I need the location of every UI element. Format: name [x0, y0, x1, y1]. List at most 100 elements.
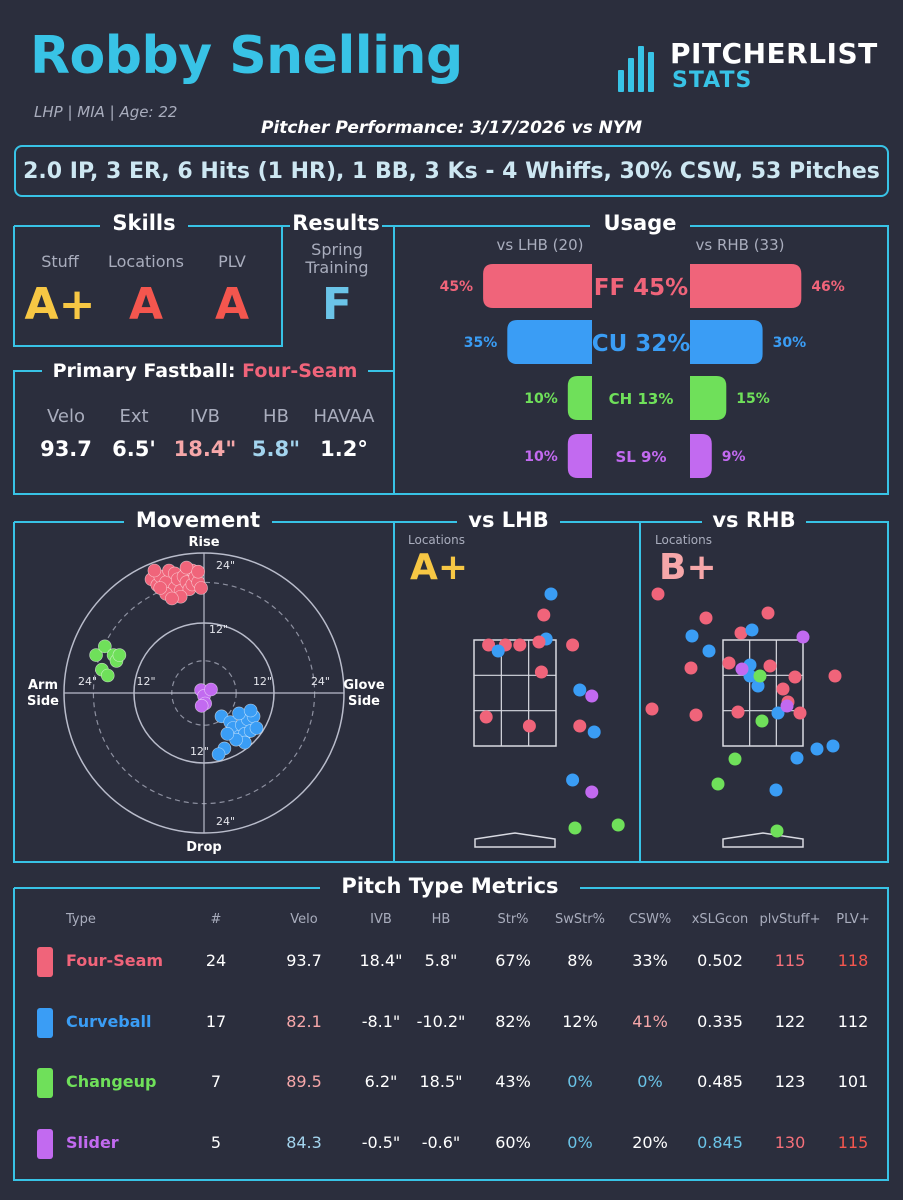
results-grade: F	[321, 279, 353, 330]
table-header-10: PLV+	[836, 912, 870, 927]
table-cell-0-8: 115	[774, 951, 806, 970]
pitcherlist-logo: PITCHERLIST STATS	[618, 40, 888, 100]
lhb-point-12	[587, 725, 601, 739]
fastball-title: Primary Fastball: Four-Seam	[42, 362, 368, 381]
usage-pitch-label-2: CH 13%	[609, 390, 674, 408]
table-cell-0-6: 33%	[632, 951, 668, 970]
table-header-9: plvStuff+	[759, 912, 821, 927]
lhb-point-9	[544, 587, 558, 601]
rhb-point-19	[751, 679, 765, 693]
movement-arm-label-1: Arm	[28, 678, 58, 693]
table-cell-3-4: 60%	[495, 1133, 531, 1152]
table-cell-0-9: 118	[837, 951, 869, 970]
table-cell-1-8: 122	[774, 1012, 806, 1031]
movement-point-four_seam-20	[179, 560, 194, 575]
table-row-swatch-0	[37, 947, 53, 977]
movement-point-curveball-9	[249, 721, 264, 735]
skill-label-stuff: Stuff	[41, 252, 79, 271]
rhb-point-9	[776, 682, 790, 696]
fastball-value-havaa: 1.2°	[320, 437, 368, 461]
table-header-4: HB	[431, 912, 451, 927]
table-header-0: Type	[66, 912, 96, 927]
table-header-7: CSW%	[628, 912, 672, 927]
performance-title: Pitcher Performance: 3/17/2026 vs NYM	[260, 118, 643, 138]
usage-lhb-label: vs LHB (20)	[496, 236, 584, 254]
table-row-type-3: Slider	[66, 1133, 119, 1152]
rhb-point-7	[828, 669, 842, 683]
rhb-point-21	[771, 706, 785, 720]
table-cell-1-2: -8.1"	[361, 1012, 401, 1031]
rhb-point-10	[689, 708, 703, 722]
table-cell-0-7: 0.502	[697, 951, 743, 970]
table-header-6: SwStr%	[555, 912, 605, 927]
movement-point-curveball-14	[232, 706, 246, 721]
table-row-type-1: Curveball	[66, 1012, 152, 1031]
table-header-3: IVB	[370, 912, 392, 927]
movement-point-slider-2	[204, 682, 218, 697]
table-row-type-2: Changeup	[66, 1072, 157, 1091]
usage-bar-lhb-2	[567, 376, 592, 420]
lhb-point-3	[513, 638, 527, 652]
table-cell-1-7: 0.335	[697, 1012, 743, 1031]
table-cell-2-8: 123	[774, 1072, 806, 1091]
table-cell-1-5: 12%	[562, 1012, 598, 1031]
skill-grade-locations: A	[128, 279, 164, 330]
rhb-title: vs RHB	[702, 510, 806, 531]
logo-bars-icon	[618, 40, 668, 92]
lhb-point-13	[566, 773, 580, 787]
usage-bar-rhb-1	[690, 320, 763, 364]
table-cell-3-1: 84.3	[286, 1133, 322, 1152]
fastball-label-havaa: HAVAA	[313, 406, 375, 427]
table-cell-3-0: 5	[210, 1133, 222, 1152]
table-cell-3-8: 130	[774, 1133, 806, 1152]
table-cell-3-6: 20%	[632, 1133, 668, 1152]
lhb-point-7	[573, 719, 587, 733]
lhb-point-16	[585, 689, 599, 703]
rhb-grade: B+	[659, 547, 717, 588]
usage-bar-lhb-0	[483, 264, 592, 308]
lhb-point-19	[532, 635, 546, 649]
table-header-5: Str%	[497, 912, 529, 927]
movement-point-curveball-16	[220, 727, 235, 741]
lhb-home-plate	[474, 832, 556, 848]
movement-point-four_seam-21	[165, 591, 179, 606]
lhb-zone-outer	[473, 639, 557, 747]
lhb-grade: A+	[410, 547, 469, 588]
usage-lhb-pct-1: 35%	[464, 335, 498, 351]
table-cell-1-9: 112	[837, 1012, 869, 1031]
table-cell-1-1: 82.1	[286, 1012, 322, 1031]
rhb-point-27	[755, 714, 769, 728]
rhb-point-32	[796, 630, 810, 644]
movement-ring-label-5: 24"	[78, 675, 97, 688]
rhb-point-28	[728, 752, 742, 766]
usage-lhb-pct-2: 10%	[524, 391, 558, 407]
table-cell-2-4: 43%	[495, 1072, 531, 1091]
movement-point-changeup-0	[89, 648, 103, 662]
skill-label-plv: PLV	[218, 252, 246, 271]
lhb-point-17	[585, 785, 599, 799]
table-cell-3-5: 0%	[567, 1133, 593, 1152]
rhb-point-1	[699, 611, 713, 625]
table-cell-2-3: 18.5"	[419, 1072, 463, 1091]
usage-rhb-label: vs RHB (33)	[695, 236, 785, 254]
lhb-point-6	[522, 719, 536, 733]
skill-label-locations: Locations	[107, 252, 184, 271]
usage-title: Usage	[590, 213, 690, 234]
fastball-value-hb: 5.8"	[251, 437, 301, 461]
fastball-title-prefix: Primary Fastball:	[52, 360, 236, 382]
table-title: Pitch Type Metrics	[320, 876, 580, 897]
movement-glove-label-2: Side	[348, 694, 380, 709]
table-cell-3-7: 0.845	[697, 1133, 743, 1152]
rhb-point-15	[685, 629, 699, 643]
table-header-8: xSLGcon	[691, 912, 749, 927]
logo-title: PITCHERLIST	[670, 37, 878, 70]
table-cell-0-4: 67%	[495, 951, 531, 970]
movement-point-changeup-3	[100, 668, 115, 683]
usage-bar-rhb-0	[690, 264, 802, 308]
rhb-point-12	[793, 706, 807, 720]
rhb-point-26	[753, 669, 767, 683]
table-cell-1-0: 17	[205, 1012, 227, 1031]
pitcher-info: LHP | MIA | Age: 22	[34, 103, 178, 121]
lhb-point-0	[537, 608, 551, 622]
fastball-label-ext: Ext	[119, 406, 149, 427]
